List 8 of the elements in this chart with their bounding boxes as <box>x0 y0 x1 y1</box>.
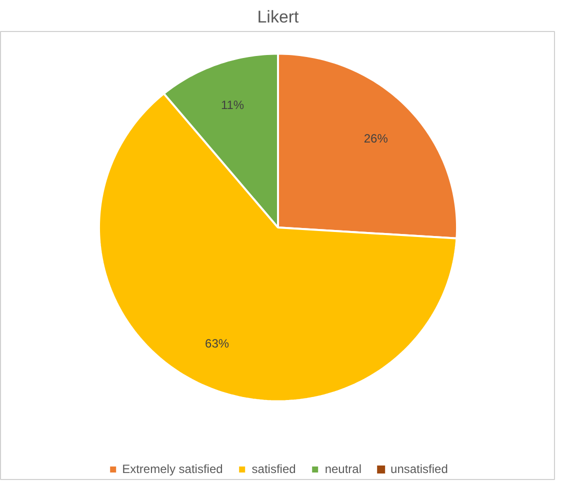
legend-label: neutral <box>324 462 362 476</box>
legend-label: Extremely satisfied <box>122 462 223 476</box>
data-label: 63% <box>205 336 230 351</box>
data-label: 26% <box>364 131 388 146</box>
legend-label: satisfied <box>252 462 296 476</box>
legend-label: unsatisfied <box>390 462 448 476</box>
data-label: 11% <box>220 98 244 112</box>
chart-title: Likert <box>257 8 300 26</box>
